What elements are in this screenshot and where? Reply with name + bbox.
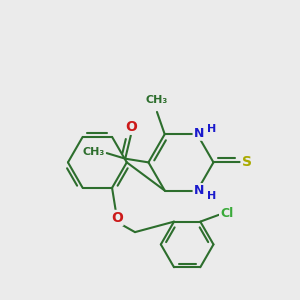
Text: CH₃: CH₃ <box>146 95 168 105</box>
Text: H: H <box>206 124 216 134</box>
Text: O: O <box>111 211 123 225</box>
Text: S: S <box>242 155 252 170</box>
Text: Cl: Cl <box>220 207 233 220</box>
Text: N: N <box>194 127 204 140</box>
Text: CH₃: CH₃ <box>83 146 105 157</box>
Text: H: H <box>206 191 216 201</box>
Text: N: N <box>194 184 204 197</box>
Text: O: O <box>125 120 137 134</box>
